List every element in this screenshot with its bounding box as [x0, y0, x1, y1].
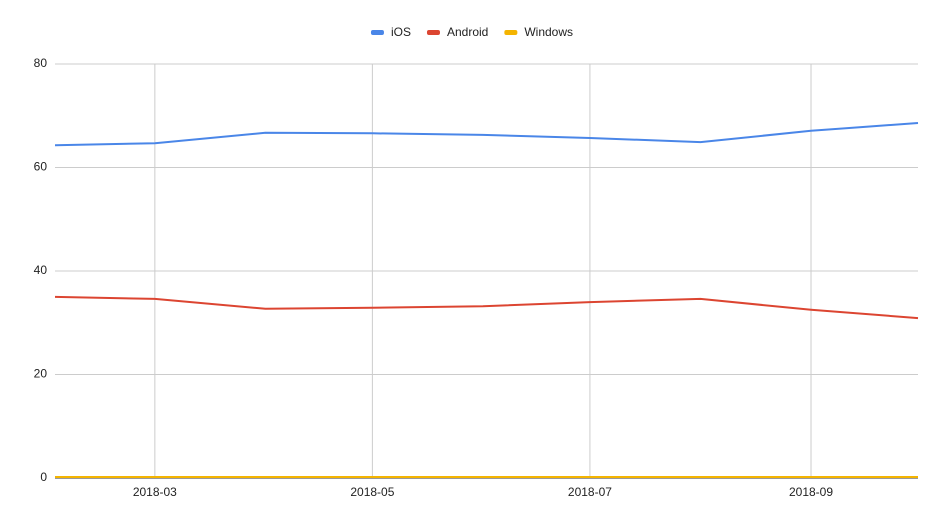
x-tick-label: 2018-07 [568, 485, 612, 499]
y-tick-label: 40 [34, 263, 48, 277]
legend-swatch [426, 30, 440, 35]
x-tick-label: 2018-03 [133, 485, 177, 499]
legend-label: iOS [391, 25, 411, 39]
x-tick-label: 2018-05 [350, 485, 394, 499]
legend-label: Android [447, 25, 488, 39]
series-line [54, 122, 919, 147]
series-line [54, 295, 919, 320]
x-tick-label: 2018-09 [789, 485, 833, 499]
y-tick-label: 20 [34, 367, 48, 381]
y-tick-label: 0 [40, 470, 47, 484]
y-tick-label: 80 [34, 56, 48, 70]
legend-label: Windows [524, 25, 573, 39]
legend-swatch [504, 30, 518, 35]
legend-swatch [370, 30, 384, 35]
y-tick-label: 60 [34, 160, 48, 174]
